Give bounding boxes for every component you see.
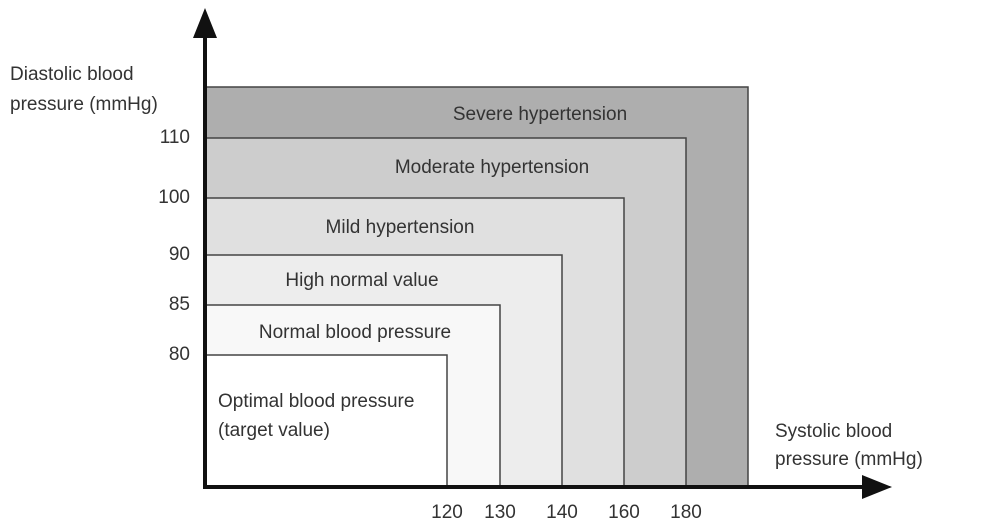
- x-tick-label: 130: [484, 502, 516, 523]
- x-tick-label: 120: [431, 502, 463, 523]
- zone-label: Moderate hypertension: [394, 157, 590, 178]
- y-axis-label: Diastolic blood pressure (mmHg): [10, 64, 158, 115]
- y-arrow: [193, 8, 217, 38]
- zone: [204, 354, 448, 488]
- x-tick-label: 140: [546, 502, 578, 523]
- zone-label: Optimal blood pressure (target value): [218, 391, 415, 441]
- x-tick-label: 180: [670, 502, 702, 523]
- x-tick-label: 160: [608, 502, 640, 523]
- x-axis-label: Systolic blood pressure (mmHg): [775, 421, 923, 470]
- y-tick-label: 90: [168, 244, 190, 265]
- zone-label: Normal blood pressure: [258, 322, 452, 343]
- y-tick-label: 110: [159, 127, 190, 148]
- y-tick-label: 80: [168, 344, 190, 365]
- zone-label: Severe hypertension: [452, 104, 628, 125]
- y-tick-label: 100: [158, 187, 190, 208]
- x-arrow: [862, 475, 892, 499]
- y-tick-label: 85: [168, 294, 190, 315]
- zone-label: High normal value: [285, 270, 439, 291]
- zone-label: Mild hypertension: [325, 217, 475, 238]
